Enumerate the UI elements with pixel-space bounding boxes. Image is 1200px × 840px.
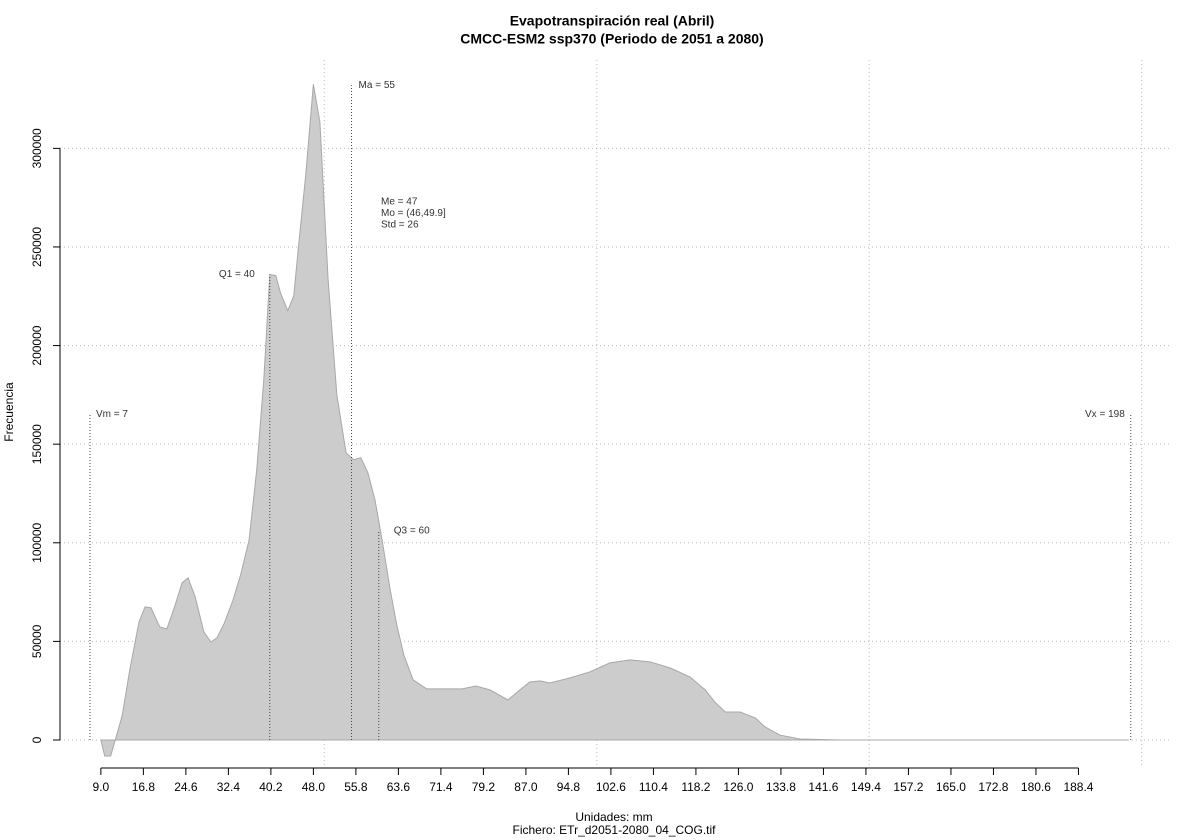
stat-label: Std = 26 bbox=[381, 220, 419, 231]
chart-title: Evapotranspiración real (Abril) bbox=[510, 13, 715, 29]
x-tick-label: 188.4 bbox=[1063, 780, 1093, 794]
marker-label: Ma = 55 bbox=[359, 80, 396, 91]
stat-label: Me = 47 bbox=[381, 197, 418, 208]
y-tick-label: 250000 bbox=[30, 227, 44, 267]
y-axis-label: Frecuencia bbox=[2, 382, 16, 442]
x-tick-label: 48.0 bbox=[302, 780, 326, 794]
area bbox=[100, 84, 1129, 757]
marker-label: Vm = 7 bbox=[96, 409, 128, 420]
x-tick-label: 71.4 bbox=[429, 780, 453, 794]
x-tick-label: 24.6 bbox=[174, 780, 198, 794]
x-tick-label: 16.8 bbox=[132, 780, 156, 794]
x-tick-label: 87.0 bbox=[514, 780, 538, 794]
x-tick-label: 149.4 bbox=[851, 780, 881, 794]
marker-label: Q3 = 60 bbox=[394, 526, 430, 537]
x-tick-label: 94.8 bbox=[557, 780, 581, 794]
x-tick-label: 118.2 bbox=[681, 780, 710, 794]
x-tick-label: 102.6 bbox=[596, 780, 626, 794]
y-tick-label: 200000 bbox=[30, 325, 44, 365]
y-tick-label: 300000 bbox=[30, 128, 44, 168]
marker-label: Vx = 198 bbox=[1085, 409, 1125, 420]
x-tick-label: 126.0 bbox=[723, 780, 753, 794]
x-tick-label: 172.8 bbox=[978, 780, 1008, 794]
x-tick-label: 9.0 bbox=[93, 780, 110, 794]
x-tick-label: 157.2 bbox=[893, 780, 923, 794]
footer: Fichero: ETr_d2051-2080_04_COG.tif bbox=[513, 823, 717, 837]
x-tick-label: 180.6 bbox=[1021, 780, 1051, 794]
y-tick-label: 150000 bbox=[30, 424, 44, 464]
x-axis-label: Unidades: mm bbox=[575, 810, 652, 824]
y-tick-label: 50000 bbox=[30, 624, 44, 658]
x-tick-label: 55.8 bbox=[344, 780, 368, 794]
x-tick-label: 63.6 bbox=[387, 780, 411, 794]
x-tick-label: 110.4 bbox=[639, 780, 668, 794]
chart-subtitle: CMCC-ESM2 ssp370 (Periodo de 2051 a 2080… bbox=[460, 31, 763, 47]
x-tick-label: 133.8 bbox=[766, 780, 796, 794]
x-tick-label: 40.2 bbox=[259, 780, 283, 794]
marker-label: Q1 = 40 bbox=[219, 269, 255, 280]
stat-label: Mo = (46,49.9] bbox=[381, 208, 446, 219]
x-tick-label: 32.4 bbox=[217, 780, 241, 794]
y-tick-label: 0 bbox=[30, 736, 44, 743]
x-tick-label: 165.0 bbox=[936, 780, 966, 794]
x-tick-label: 141.6 bbox=[808, 780, 838, 794]
y-tick-label: 100000 bbox=[30, 522, 44, 562]
x-tick-label: 79.2 bbox=[472, 780, 496, 794]
